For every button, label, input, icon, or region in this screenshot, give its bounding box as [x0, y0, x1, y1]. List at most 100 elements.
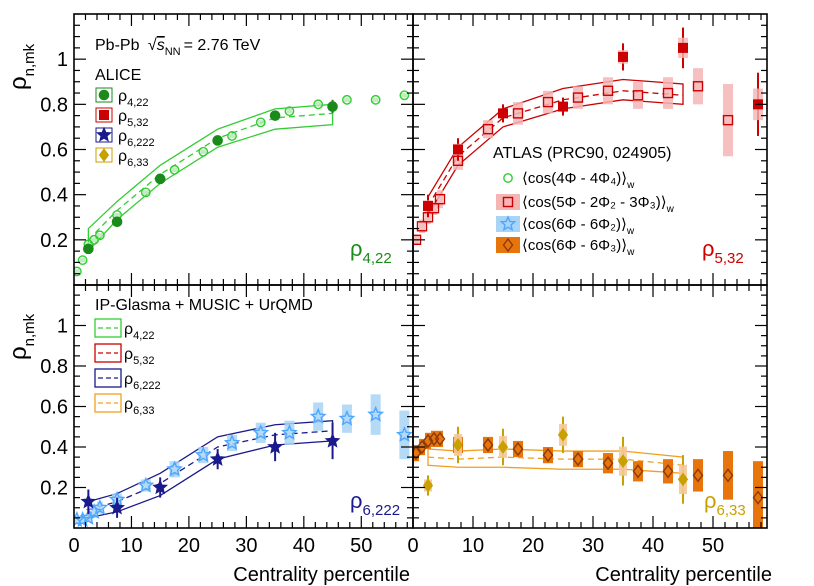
- atlas-band: [372, 97, 379, 103]
- atlas-band: [431, 201, 437, 215]
- panel-plot-area: [413, 27, 763, 246]
- atlas-point: [632, 90, 644, 101]
- legend-model-rho: ρ: [124, 321, 133, 338]
- legend-model-sub: 6,222: [133, 380, 161, 392]
- legend-alice-label: ρ5,32: [118, 108, 149, 129]
- atlas-band: [96, 501, 103, 514]
- atlas-band: [603, 453, 613, 474]
- legend-model-label: ρ6,33: [124, 396, 155, 417]
- legend-model-sub: 5,32: [133, 355, 154, 367]
- atlas-point: [632, 464, 644, 479]
- atlas-point: [413, 445, 422, 461]
- legend-alice-sub: 6,33: [127, 157, 148, 169]
- alice-point: [267, 438, 284, 454]
- atlas-band: [91, 505, 98, 518]
- legend-model-rho: ρ: [124, 371, 133, 388]
- panel-plot-area: [413, 416, 764, 528]
- atlas-point: [255, 117, 266, 128]
- atlas-point: [284, 106, 295, 117]
- atlas-band: [341, 404, 352, 433]
- atlas-band: [723, 451, 733, 500]
- legend-atlas-label: ⟨cos(6Φ - 6Φ₃)⟩w: [522, 237, 635, 258]
- legend-alice-entry: ρ6,222: [118, 128, 155, 149]
- alice-point: [557, 428, 569, 442]
- legend-alice-sub: 5,32: [127, 117, 148, 129]
- panel-label-rho-4-22: ρ4,22: [350, 236, 392, 267]
- y-tick-label: 0.4: [40, 437, 68, 459]
- atlas-point: [399, 90, 410, 101]
- atlas-band: [753, 461, 763, 528]
- legend-model-label: ρ4,22: [124, 321, 155, 342]
- alice-point: [111, 216, 123, 228]
- legend-model-swatch: [94, 393, 122, 413]
- atlas-band: [723, 84, 733, 157]
- legend-model-swatch: [94, 318, 122, 338]
- y-axis-label-top: ρn,mk: [5, 43, 38, 90]
- atlas-band: [91, 237, 98, 243]
- x-tick-label: 20: [522, 535, 544, 557]
- atlas-band: [603, 77, 613, 105]
- atlas-band: [419, 219, 425, 234]
- atlas-point: [572, 92, 584, 103]
- atlas-point: [752, 490, 764, 505]
- atlas-point: [692, 81, 704, 92]
- legend-atlas-text: ⟨cos(6Φ - 6Φ₃)⟩: [522, 237, 627, 254]
- model-mid-line: [88, 430, 333, 511]
- atlas-band: [257, 120, 264, 125]
- atlas-point: [422, 433, 434, 449]
- legend-alice-swatch: [95, 147, 113, 163]
- atlas-point: [572, 451, 584, 467]
- atlas-band: [114, 212, 121, 218]
- atlas-band: [171, 167, 178, 173]
- axes-frames: 0.20.40.60.810.20.40.60.810 10 20 30 40 50 0 10…: [40, 13, 768, 557]
- legend-atlas-marker: [503, 173, 513, 183]
- y-tick-label: 1: [57, 316, 68, 338]
- atlas-point: [416, 221, 428, 232]
- legend-alice-marker: [99, 110, 109, 120]
- panel-rho-5-32: [413, 27, 763, 246]
- x-tick-label: 30: [582, 535, 604, 557]
- atlas-band: [663, 77, 673, 109]
- y-tick-label: 0.6: [40, 397, 68, 419]
- x-axis-label-right: Centrality percentile: [595, 564, 772, 586]
- atlas-band: [437, 190, 443, 209]
- y-tick-label: 0.8: [40, 356, 68, 378]
- atlas-band: [343, 97, 350, 103]
- atlas-point: [338, 409, 356, 426]
- atlas-point: [395, 426, 413, 442]
- atlas-band: [573, 86, 583, 109]
- y-tick-label: 0.8: [40, 94, 68, 116]
- alice-point: [269, 110, 281, 121]
- atlas-point: [166, 460, 183, 477]
- legend-alice-label: ρ6,222: [118, 128, 155, 149]
- energy-value: = 2.76 TeV: [184, 37, 261, 54]
- legend-alice: Pb-Pb √sNN = 2.76 TeV ALICE ρ4,22 ρ5,32 ρ…: [95, 37, 261, 169]
- atlas-point: [722, 114, 734, 126]
- panel-label-sub: 4,22: [363, 250, 392, 267]
- atlas-band: [663, 459, 673, 484]
- alice-label: ALICE: [95, 67, 141, 84]
- atlas-title: ATLAS (PRC90, 024905): [493, 145, 671, 162]
- legend-alice-sub: 4,22: [127, 97, 148, 109]
- energy-var: s: [157, 37, 165, 54]
- atlas-band: [633, 81, 643, 109]
- y-tick-label: 0.4: [40, 185, 68, 207]
- legend-atlas-entry: ⟨cos(4Φ - 4Φ₄)⟩w: [522, 170, 635, 191]
- atlas-band: [140, 479, 151, 492]
- legend-alice-swatch: [95, 87, 113, 103]
- panel-label-rho-6-33: ρ6,33: [704, 488, 746, 519]
- energy-sub: NN: [165, 46, 181, 58]
- panel-rho-6-222: [74, 394, 413, 528]
- legend-alice-entry: ρ6,33: [118, 148, 149, 169]
- alice-point: [80, 493, 97, 509]
- legend-alice-marker: [98, 148, 110, 162]
- alice-point: [617, 454, 629, 469]
- legend-atlas-entry: ⟨cos(5Φ - 2Φ₂ - 3Φ₃)⟩w: [522, 194, 675, 215]
- legend-model-entry: ρ5,32: [124, 346, 155, 367]
- legend-model-label: ρ5,32: [124, 346, 155, 367]
- legend-alice-rho: ρ: [118, 128, 127, 145]
- legend-alice-sub: 6,222: [127, 137, 155, 149]
- y-tick-label: 0.2: [40, 230, 68, 252]
- legend-model-sub: 6,33: [133, 405, 154, 417]
- atlas-band: [79, 257, 86, 263]
